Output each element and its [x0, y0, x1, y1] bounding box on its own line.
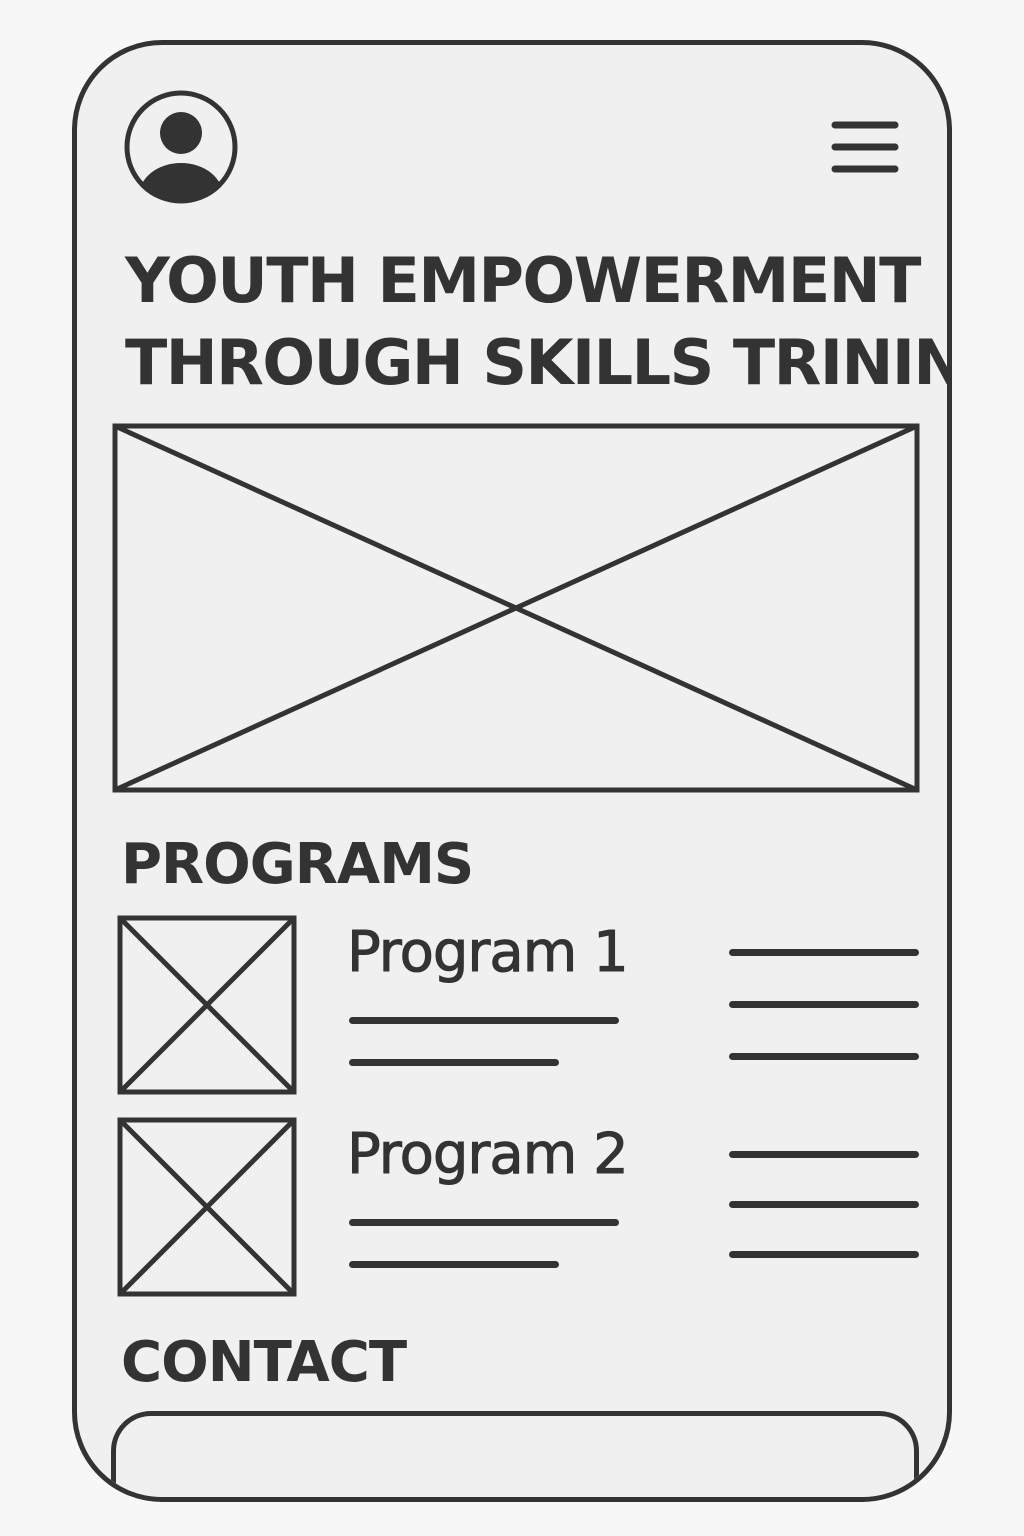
program-1-detail-line-3 [729, 1053, 919, 1060]
page-title-line-1: YOUTH EMPOWERMENT [125, 244, 921, 317]
page-title-line-2: THROUGH SKILLS TRINING [125, 326, 952, 399]
programs-heading: PROGRAMS [121, 832, 474, 897]
program-1-thumbnail [117, 915, 297, 1095]
program-1-detail-line-1 [729, 949, 919, 956]
program-2-text-line-2 [349, 1261, 559, 1268]
contact-form-field[interactable] [111, 1411, 919, 1497]
program-1-text-line-1 [349, 1017, 619, 1024]
program-2-text-line-1 [349, 1219, 619, 1226]
user-avatar-icon[interactable] [122, 88, 240, 206]
program-2-thumbnail [117, 1117, 297, 1297]
program-1-text-line-2 [349, 1059, 559, 1066]
program-2-detail-line-2 [729, 1201, 919, 1208]
program-2-title: Program 2 [347, 1122, 630, 1188]
program-card-2[interactable]: Program 2 [117, 1117, 919, 1297]
hamburger-menu-icon[interactable] [829, 117, 901, 177]
program-card-1[interactable]: Program 1 [117, 915, 919, 1095]
hero-image-placeholder [112, 423, 920, 793]
page-title: YOUTH EMPOWERMENT THROUGH SKILLS TRINING [125, 240, 952, 404]
program-2-detail-line-3 [729, 1251, 919, 1258]
phone-frame: YOUTH EMPOWERMENT THROUGH SKILLS TRINING… [72, 40, 952, 1502]
program-2-detail-line-1 [729, 1151, 919, 1158]
image-placeholder-icon [117, 1117, 297, 1297]
image-placeholder-icon [117, 915, 297, 1095]
contact-heading: CONTACT [121, 1330, 407, 1395]
image-placeholder-icon [112, 423, 920, 793]
program-1-title: Program 1 [347, 920, 630, 986]
program-1-detail-line-2 [729, 1001, 919, 1008]
